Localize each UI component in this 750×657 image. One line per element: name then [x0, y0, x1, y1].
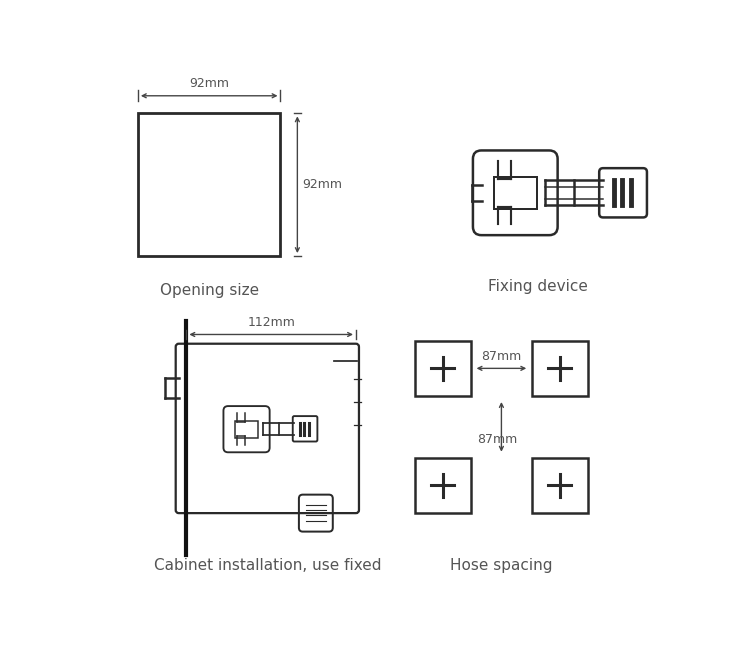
- Text: Fixing device: Fixing device: [488, 279, 588, 294]
- Text: Hose spacing: Hose spacing: [450, 558, 553, 573]
- Text: Cabinet installation, use fixed: Cabinet installation, use fixed: [154, 558, 381, 573]
- Text: 92mm: 92mm: [189, 78, 230, 91]
- Text: 87mm: 87mm: [482, 350, 521, 363]
- Text: Opening size: Opening size: [160, 283, 259, 298]
- Text: 87mm: 87mm: [478, 433, 518, 446]
- Text: 112mm: 112mm: [248, 316, 295, 329]
- Text: 92mm: 92mm: [302, 178, 342, 191]
